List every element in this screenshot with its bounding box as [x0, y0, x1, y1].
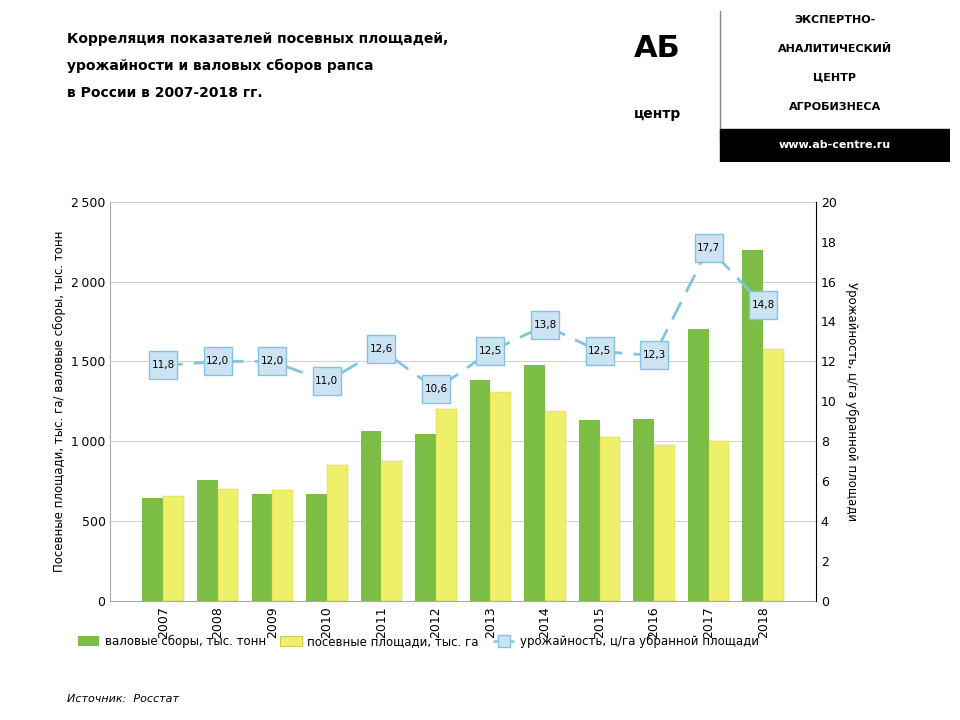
- Bar: [600, 436, 620, 601]
- Bar: [524, 366, 545, 601]
- Bar: [634, 419, 654, 601]
- Text: АБ: АБ: [634, 34, 681, 63]
- Text: 17,7: 17,7: [697, 243, 720, 253]
- Bar: [197, 480, 218, 601]
- Text: центр: центр: [634, 107, 681, 121]
- Y-axis label: Урожайность, ц/га убранной площади: Урожайность, ц/га убранной площади: [845, 282, 858, 521]
- Text: 12,6: 12,6: [370, 344, 393, 354]
- Y-axis label: Посевные площади, тыс. га/ валовые сборы, тыс. тонн: Посевные площади, тыс. га/ валовые сборы…: [53, 230, 65, 572]
- Bar: [436, 410, 457, 601]
- Text: ЭКСПЕРТНО-: ЭКСПЕРТНО-: [794, 15, 876, 25]
- Bar: [163, 495, 184, 601]
- Text: Источник:  Росстат: Источник: Росстат: [67, 694, 180, 704]
- Bar: [326, 465, 348, 601]
- Legend: валовые сборы, тыс. тонн, посевные площади, тыс. га, урожайность, ц/га убранной : валовые сборы, тыс. тонн, посевные площа…: [73, 630, 764, 653]
- Bar: [579, 420, 600, 601]
- Text: 12,0: 12,0: [261, 356, 284, 366]
- Text: 12,3: 12,3: [642, 351, 665, 361]
- Bar: [545, 411, 565, 601]
- Text: 12,5: 12,5: [479, 346, 502, 356]
- Bar: [415, 434, 436, 601]
- Text: 12,5: 12,5: [588, 346, 612, 356]
- Bar: [708, 441, 730, 601]
- Bar: [688, 330, 708, 601]
- Bar: [142, 498, 163, 601]
- Bar: [218, 490, 238, 601]
- Bar: [469, 380, 491, 601]
- Text: 10,6: 10,6: [424, 384, 447, 395]
- Text: 13,8: 13,8: [534, 320, 557, 330]
- Bar: [654, 446, 675, 601]
- Bar: [306, 494, 326, 601]
- Bar: [252, 494, 273, 601]
- Text: www.ab-centre.ru: www.ab-centre.ru: [779, 140, 891, 150]
- Text: АНАЛИТИЧЕСКИЙ: АНАЛИТИЧЕСКИЙ: [778, 44, 892, 54]
- Text: 11,0: 11,0: [315, 377, 338, 387]
- Text: урожайности и валовых сборов рапса: урожайности и валовых сборов рапса: [67, 59, 373, 73]
- Text: в России в 2007-2018 гг.: в России в 2007-2018 гг.: [67, 86, 263, 99]
- Text: ЦЕНТР: ЦЕНТР: [813, 73, 856, 83]
- Bar: [742, 250, 763, 601]
- Bar: [361, 431, 381, 601]
- Text: 11,8: 11,8: [152, 361, 175, 370]
- Bar: [763, 349, 784, 601]
- Text: Корреляция показателей посевных площадей,: Корреляция показателей посевных площадей…: [67, 32, 448, 46]
- Bar: [381, 461, 402, 601]
- Text: АГРОБИЗНЕСА: АГРОБИЗНЕСА: [789, 102, 881, 112]
- Text: 12,0: 12,0: [206, 356, 229, 366]
- Bar: [273, 490, 293, 601]
- Bar: [491, 392, 512, 601]
- FancyBboxPatch shape: [720, 129, 950, 162]
- Text: 14,8: 14,8: [752, 300, 775, 310]
